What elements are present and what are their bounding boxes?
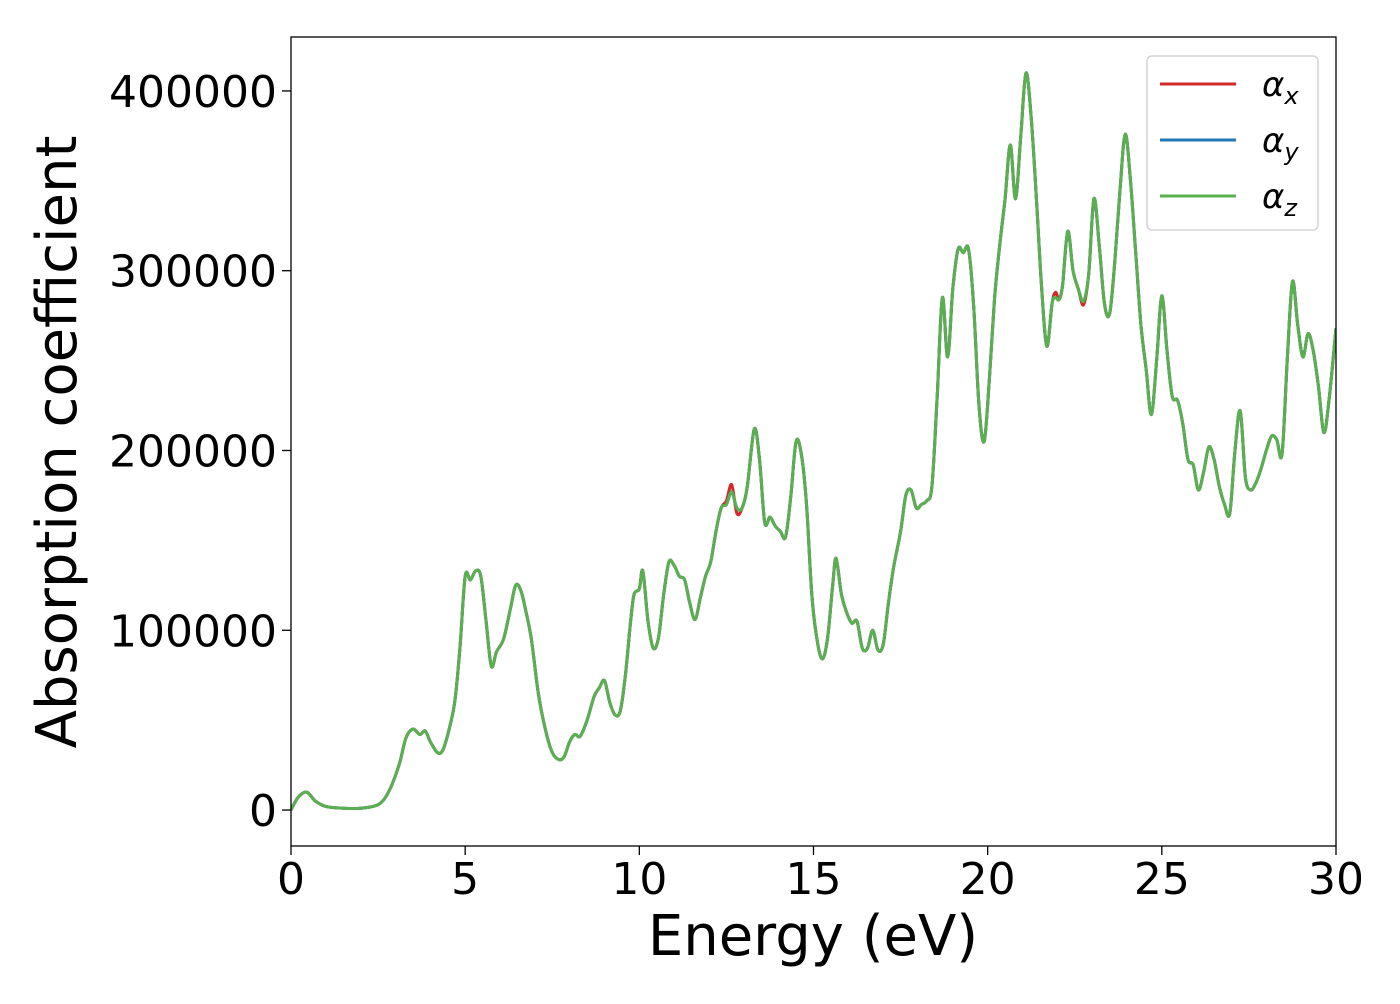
y-tick-label: 200000 [109,426,277,477]
x-tick-label: 15 [786,854,842,905]
legend-label: αy [1262,121,1299,166]
x-tick-label: 30 [1308,854,1364,905]
series-line-alpha-z [291,71,1336,811]
y-tick-label: 0 [249,786,277,837]
x-axis: 0 5 10 15 20 25 30 [277,846,1364,905]
x-tick-label: 25 [1134,854,1190,905]
y-tick-label: 400000 [109,67,277,118]
y-axis: 0 100000 200000 300000 400000 [109,67,291,837]
x-tick-label: 20 [960,854,1016,905]
legend-entry-alpha-y: αy [1160,121,1299,166]
y-tick-label: 100000 [109,606,277,657]
legend-box [1146,55,1319,231]
y-axis-label: Absorption coefficient [25,136,90,749]
x-tick-label: 5 [451,854,479,905]
legend-label: αx [1262,65,1299,110]
legend-entry-alpha-x: αx [1160,65,1299,110]
x-axis-label: Energy (eV) [648,904,978,969]
y-tick-label: 300000 [109,247,277,298]
series-layer [291,71,1336,811]
x-tick-label: 10 [611,854,667,905]
x-tick-label: 0 [277,854,305,905]
